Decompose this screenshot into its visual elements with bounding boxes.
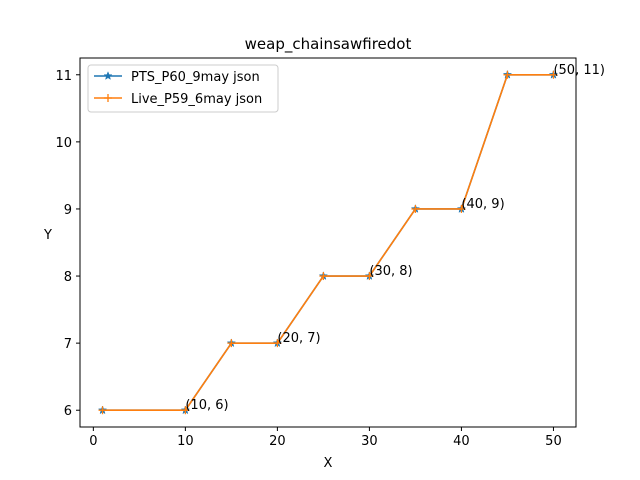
point-annotation: (10, 6) [185,398,228,413]
y-tick-label: 8 [64,270,72,285]
legend-marker [104,94,112,102]
y-axis-label: Y [43,228,52,243]
plot-area: (10, 6) (20, 7) (30, 8) (40, 9) (50, 11) [97,63,605,415]
legend-label: PTS_P60_9may json [131,70,260,85]
x-axis-label: X [324,456,333,471]
x-tick-label: 0 [89,434,97,449]
data-point [273,339,282,348]
x-tick-label: 50 [545,434,562,449]
data-point [365,272,374,281]
data-point [503,70,512,79]
data-point [227,339,236,348]
data-point [411,204,420,213]
x-tick-label: 30 [361,434,378,449]
y-axis: 6 7 8 9 10 11 [55,69,80,419]
data-point [319,272,328,281]
point-annotation: (40, 9) [461,197,504,212]
y-tick-label: 7 [64,337,72,352]
legend-label: Live_P59_6may json [131,92,262,107]
chart-title: weap_chainsawfiredot [245,35,412,54]
point-annotation: (20, 7) [277,331,320,346]
x-tick-label: 40 [453,434,470,449]
y-tick-label: 11 [55,69,72,84]
y-tick-label: 10 [55,136,72,151]
point-annotation: (50, 11) [553,63,605,78]
y-tick-label: 6 [64,404,72,419]
y-tick-label: 9 [64,203,72,218]
legend-item: Live_P59_6may json [94,92,262,107]
legend-item: PTS_P60_9may json [94,70,260,85]
x-tick-label: 10 [177,434,194,449]
x-axis: 0 10 20 30 40 50 [89,427,562,449]
legend-box [87,64,279,113]
series-1 [97,69,559,415]
data-point [457,204,466,213]
legend: PTS_P60_9may json Live_P59_6may json [87,64,279,113]
axes-frame [79,57,577,428]
data-point [549,70,558,79]
series-2 [98,70,558,415]
legend-marker [103,71,113,80]
data-point [181,406,190,415]
series-line [102,73,554,412]
series-line [102,73,554,412]
x-tick-label: 20 [269,434,286,449]
point-annotation: (30, 8) [369,264,412,279]
data-point [98,406,107,415]
